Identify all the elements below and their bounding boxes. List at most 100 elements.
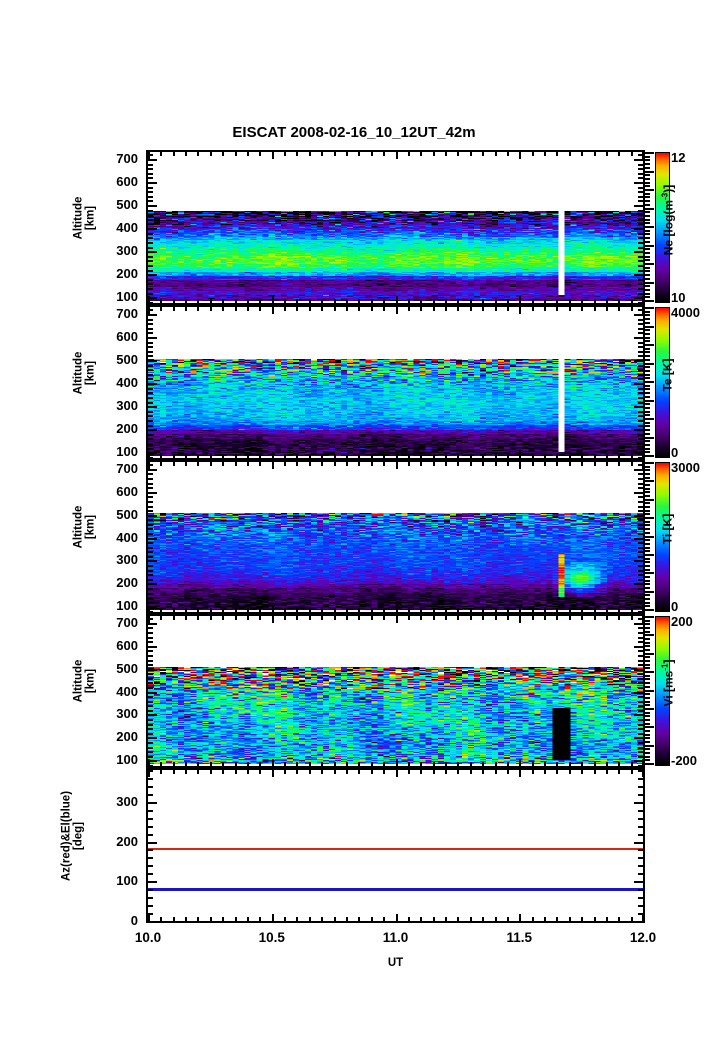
x-tick (532, 307, 534, 311)
y-tick (148, 678, 153, 680)
x-tick (408, 454, 410, 458)
colorbar-minor-tick (645, 715, 650, 717)
x-tick (445, 762, 447, 766)
elevation-line (148, 888, 643, 891)
colorbar-min-label-ti: 0 (671, 599, 679, 614)
x-tick (641, 914, 643, 921)
y-tick (638, 574, 643, 576)
y-axis-label-line2: [km] (84, 514, 97, 540)
y-tick (638, 687, 643, 689)
x-tick (507, 152, 509, 156)
x-tick (457, 152, 459, 156)
y-tick (638, 664, 643, 666)
x-tick (631, 454, 633, 458)
x-tick (185, 917, 187, 921)
colorbar-minor-tick (645, 156, 650, 158)
x-tick (272, 914, 274, 921)
x-tick (247, 462, 249, 466)
y-tick (638, 857, 643, 859)
x-tick (272, 451, 274, 458)
x-tick (581, 616, 583, 620)
x-tick (358, 299, 360, 303)
y-tick (638, 323, 643, 325)
y-tick (148, 483, 153, 485)
y-tick (638, 728, 643, 730)
x-tick (482, 762, 484, 766)
y-tick (148, 506, 153, 508)
y-tick (148, 696, 153, 698)
x-tick (173, 462, 175, 466)
y-tick (148, 154, 153, 156)
y-tick (634, 760, 643, 762)
colorbar-minor-tick (645, 366, 650, 368)
y-tick (148, 528, 153, 530)
y-tick (148, 223, 153, 225)
x-tick (457, 462, 459, 466)
x-tick (309, 454, 311, 458)
x-tick (631, 770, 633, 774)
x-tick (569, 616, 571, 620)
colorbar-minor-tick (645, 517, 654, 519)
y-tick (148, 897, 153, 899)
x-tick (433, 608, 435, 612)
colorbar-minor-tick (645, 363, 654, 365)
colorbar-minor-tick (645, 598, 650, 600)
colorbar-minor-tick (645, 374, 650, 376)
y-tick (148, 351, 153, 353)
x-tick (606, 307, 608, 311)
colorbar-minor-tick (645, 528, 650, 530)
x-tick (420, 917, 422, 921)
colorbar-minor-tick (645, 403, 650, 405)
x-tick (160, 454, 162, 458)
x-tick (396, 759, 398, 766)
y-tick (148, 365, 153, 367)
colorbar-minor-tick (645, 377, 650, 379)
x-tick (581, 462, 583, 466)
colorbar-minor-tick (645, 429, 650, 431)
x-tick (185, 462, 187, 466)
y-tick (148, 251, 157, 253)
x-tick (346, 762, 348, 766)
x-tick (371, 616, 373, 620)
x-tick (309, 616, 311, 620)
colorbar-minor-tick (645, 627, 650, 629)
y-tick (638, 448, 643, 450)
colorbar-minor-tick (645, 667, 650, 669)
y-tick (634, 538, 643, 540)
y-tick (634, 623, 643, 625)
page-title: EISCAT 2008-02-16_10_12UT_42m (232, 124, 476, 141)
y-tick-label: 100 (116, 598, 138, 614)
y-tick (638, 378, 643, 380)
y-tick (638, 237, 643, 239)
colorbar-minor-tick (645, 189, 654, 191)
y-tick (148, 818, 153, 820)
y-tick-label: 0 (130, 913, 138, 928)
y-tick-label: 200 (116, 266, 138, 282)
y-tick (638, 214, 643, 216)
y-tick-label: 500 (116, 352, 138, 368)
colorbar-minor-tick (645, 488, 650, 490)
y-tick (638, 464, 643, 466)
x-tick (408, 762, 410, 766)
y-tick (148, 434, 153, 436)
x-tick (222, 462, 224, 466)
x-tick (556, 299, 558, 303)
x-tick (284, 770, 286, 774)
x-tick (148, 770, 150, 777)
y-tick (148, 765, 153, 767)
y-tick (148, 378, 153, 380)
colorbar-minor-tick (645, 678, 650, 680)
x-tick (321, 917, 323, 921)
x-tick (507, 608, 509, 612)
colorbar-minor-tick (645, 631, 650, 633)
y-tick (638, 369, 643, 371)
y-tick (148, 826, 153, 828)
x-tick (296, 917, 298, 921)
y-tick (148, 260, 153, 262)
colorbar-minor-tick (645, 437, 654, 439)
y-tick (638, 279, 643, 281)
colorbar-minor-tick (645, 623, 650, 625)
x-tick (284, 917, 286, 921)
y-tick (148, 369, 153, 371)
y-tick-label: 300 (116, 243, 138, 259)
